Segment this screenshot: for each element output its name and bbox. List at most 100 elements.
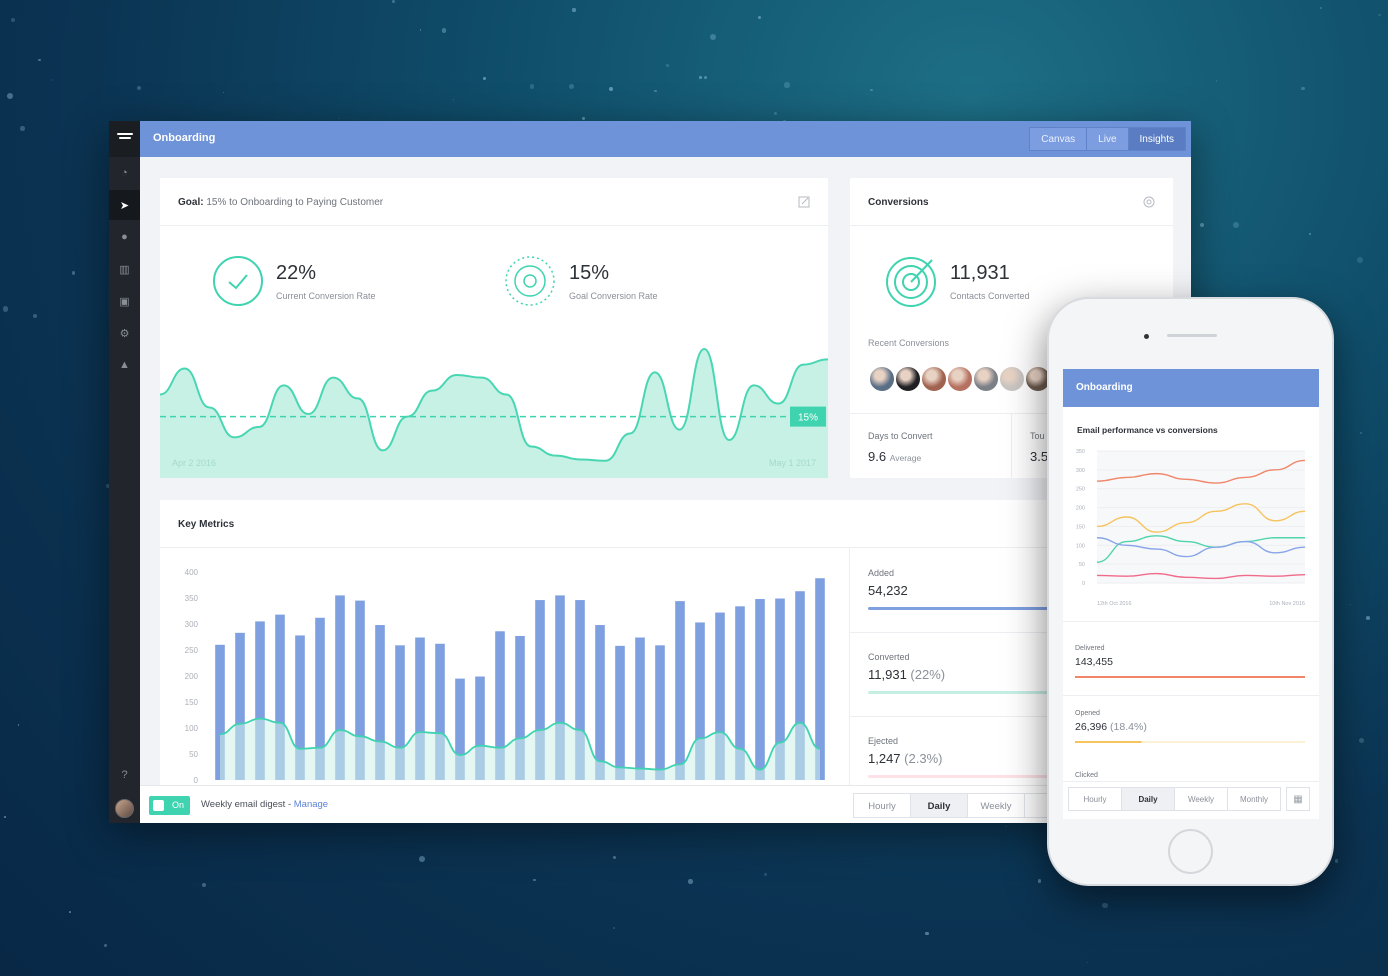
target-icon: [505, 256, 555, 306]
sparkle-dot: [1037, 879, 1042, 883]
bar: [475, 676, 485, 780]
bar: [595, 625, 605, 780]
settings-icon[interactable]: ⚙: [119, 327, 130, 340]
avatar[interactable]: [920, 365, 948, 393]
range-hourly[interactable]: Hourly: [853, 793, 911, 818]
days-unit: Average: [889, 453, 922, 463]
sparkle-dot: [870, 88, 873, 92]
send-icon[interactable]: ➤: [109, 190, 140, 220]
manage-link[interactable]: Manage: [293, 799, 329, 810]
bar: [415, 637, 425, 780]
sparkle-dot: [608, 86, 613, 91]
sparkle-dot: [104, 943, 108, 947]
phone-range-weekly[interactable]: Weekly: [1174, 787, 1228, 811]
bar: [535, 600, 545, 780]
avatar[interactable]: [868, 365, 896, 393]
home-button[interactable]: [1168, 829, 1213, 874]
sparkle-dot: [2, 306, 9, 313]
bar: [655, 645, 665, 780]
goal-conversion-label: Goal Conversion Rate: [569, 291, 658, 301]
goal-badge: [790, 406, 826, 427]
avatar[interactable]: [115, 799, 134, 818]
sparkle-dot: [773, 112, 778, 116]
avatar[interactable]: [894, 365, 922, 393]
sparkle-dot: [69, 910, 71, 913]
footer-bar: On Weekly email digest - Manage Hourly D…: [140, 785, 1191, 823]
academy-icon[interactable]: ▲: [119, 359, 130, 371]
opened-bar: [1075, 741, 1305, 743]
sparkle-dot: [1309, 232, 1312, 236]
y-tick-label: 250: [185, 646, 199, 655]
digest-text: Weekly email digest - Manage: [201, 799, 329, 810]
chart-start-date: Apr 2 2016: [172, 458, 217, 468]
sparkle-dot: [1357, 256, 1364, 263]
sparkle-dot: [925, 932, 929, 936]
sparkle-dot: [391, 0, 395, 3]
edit-icon[interactable]: [798, 196, 810, 208]
goal-area-line: [160, 347, 828, 462]
avatar[interactable]: [946, 365, 974, 393]
user-icon[interactable]: ●: [121, 231, 128, 243]
y-tick-label: 150: [185, 698, 199, 707]
goal-title: Goal: 15% to Onboarding to Paying Custom…: [178, 197, 384, 208]
ejected-bar: [868, 775, 1158, 778]
help-icon[interactable]: ?: [121, 769, 128, 781]
camera-icon: [1144, 334, 1149, 339]
logo[interactable]: [109, 121, 140, 157]
bar: [735, 606, 745, 780]
sparkle-dot: [530, 84, 535, 89]
sparkle-dot: [105, 483, 110, 488]
page-title: Onboarding: [153, 132, 216, 144]
phone-range-monthly[interactable]: Monthly: [1227, 787, 1281, 811]
templates-icon[interactable]: ▣: [119, 295, 130, 308]
sparkle-dot: [1200, 222, 1205, 228]
settings-icon[interactable]: [1143, 196, 1155, 208]
sparkle-dot: [1350, 603, 1352, 605]
y-tick-label: 0: [1082, 581, 1085, 587]
recent-conversions-label: Recent Conversions: [868, 338, 950, 348]
digest-toggle[interactable]: On: [149, 796, 190, 815]
bar: [335, 595, 345, 780]
bar: [755, 599, 765, 780]
dashboard-icon[interactable]: ◔: [121, 167, 128, 179]
avatar[interactable]: [998, 365, 1026, 393]
current-conversion-label: Current Conversion Rate: [276, 291, 376, 301]
bar: [455, 678, 465, 780]
bar: [355, 600, 365, 780]
x-start-label: 12th Oct 2016: [1097, 601, 1132, 607]
sparkle-dot: [581, 116, 586, 121]
reports-icon[interactable]: ▥: [119, 263, 130, 276]
target-arrow-icon: [886, 257, 936, 307]
series-line: [1096, 535, 1305, 563]
y-tick-label: 50: [189, 750, 198, 759]
sparkle-dot: [37, 58, 41, 62]
bar: [315, 617, 325, 780]
topbar: Onboarding Canvas Live Insights: [140, 121, 1191, 157]
series-line: [1096, 459, 1306, 484]
days-to-convert-value: 9.6: [868, 449, 887, 464]
key-metrics-bar-chart: 400 350 300 250 200 150 100 50 0: [185, 568, 825, 785]
sparkle-dot: [1215, 80, 1218, 82]
phone-range-daily[interactable]: Daily: [1121, 787, 1175, 811]
phone-screen: Onboarding Email performance vs conversi…: [1063, 369, 1319, 819]
tab-canvas[interactable]: Canvas: [1029, 127, 1088, 151]
avatar[interactable]: [972, 365, 1000, 393]
bar: [495, 631, 505, 780]
delivered-bar: [1075, 676, 1305, 678]
phone-mockup: Onboarding Email performance vs conversi…: [1047, 297, 1334, 886]
key-metrics-card: Key Metrics 400 350 300 250 200 150 100 50 0 Add…: [160, 500, 1174, 785]
calendar-icon[interactable]: ▦: [1286, 787, 1310, 811]
sparkle-dot: [419, 28, 422, 31]
range-daily[interactable]: Daily: [910, 793, 968, 818]
tab-live[interactable]: Live: [1086, 127, 1129, 151]
check-circle-icon: [213, 256, 263, 306]
converted-area-fill: [220, 718, 820, 780]
conversions-title: Conversions: [868, 197, 929, 208]
bar: [295, 635, 305, 780]
sparkle-dot: [1102, 902, 1109, 909]
phone-range-hourly[interactable]: Hourly: [1068, 787, 1122, 811]
bar: [775, 598, 785, 780]
range-weekly[interactable]: Weekly: [967, 793, 1025, 818]
tab-insights[interactable]: Insights: [1127, 127, 1186, 151]
goal-badge-label: 15%: [798, 413, 818, 424]
